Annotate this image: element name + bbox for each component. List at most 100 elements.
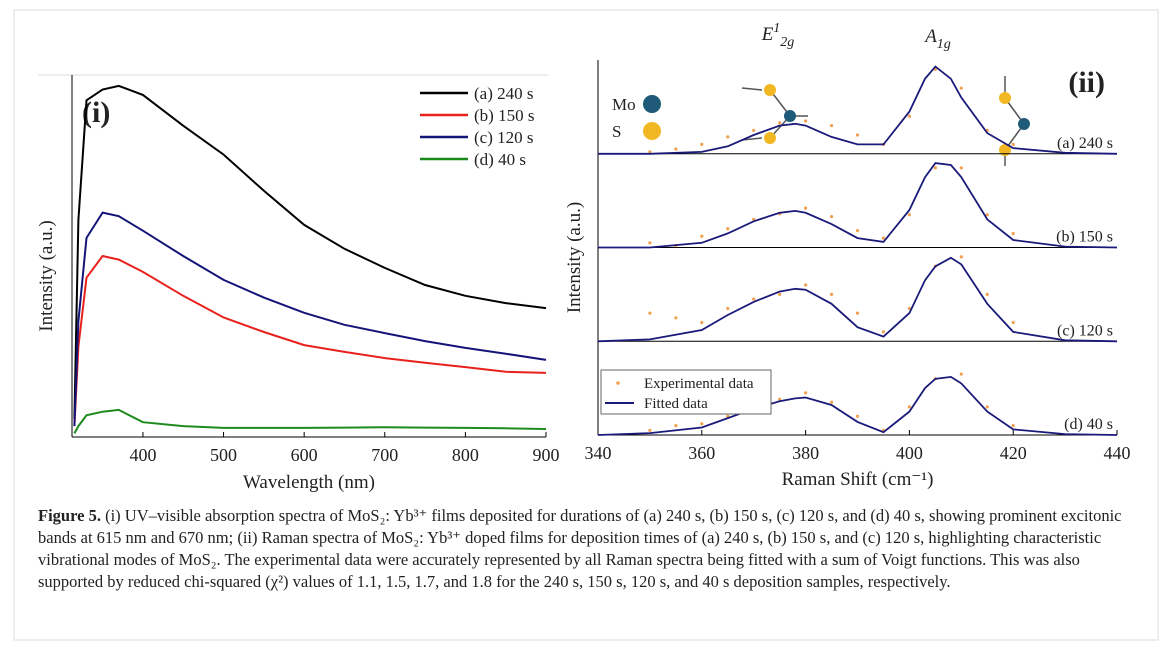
experimental-point xyxy=(855,133,860,137)
atom-swatch xyxy=(643,95,661,113)
experimental-point xyxy=(855,311,860,315)
peak-label: A1g xyxy=(923,26,951,52)
caption-text: (i) UV–visible absorption spectra of MoS… xyxy=(38,506,1122,591)
molecule-e2g xyxy=(741,84,808,144)
legend-label: (d) 40 s xyxy=(474,150,526,169)
experimental-point xyxy=(700,320,704,325)
atom-swatch xyxy=(643,122,661,140)
experimental-point xyxy=(778,292,782,296)
experimental-point xyxy=(1011,142,1015,146)
experimental-point xyxy=(959,372,963,376)
peak-label-base: A xyxy=(923,26,937,47)
spectrum-line xyxy=(73,211,547,427)
experimental-point xyxy=(985,292,989,296)
experimental-point xyxy=(855,229,860,233)
experimental-point xyxy=(752,297,756,301)
fitted-line xyxy=(597,375,1118,436)
experimental-point xyxy=(829,124,834,128)
peak-label-sub: 1g xyxy=(937,37,951,52)
x-tick-label: 400 xyxy=(129,445,156,465)
experimental-point xyxy=(726,135,730,139)
panel-sample-label: (b) 150 s xyxy=(1056,229,1113,246)
x-tick-label: 420 xyxy=(1000,443,1027,463)
experimental-point xyxy=(829,400,834,404)
legend-swatch xyxy=(616,381,620,385)
x-tick-label: 500 xyxy=(210,445,237,465)
experimental-point xyxy=(752,128,756,132)
experimental-point xyxy=(674,424,678,428)
experimental-point xyxy=(907,405,912,409)
experimental-point xyxy=(648,241,652,245)
caption-label: Figure 5. xyxy=(38,506,101,525)
x-tick-label: 440 xyxy=(1104,443,1131,463)
experimental-point xyxy=(778,121,782,125)
experimental-point xyxy=(778,397,782,401)
experimental-point xyxy=(933,166,937,170)
peak-label: E12g xyxy=(761,21,795,50)
experimental-point xyxy=(959,166,963,170)
legend-label: (a) 240 s xyxy=(474,84,533,103)
experimental-point xyxy=(959,255,963,259)
spectrum-line xyxy=(73,254,547,427)
experimental-point xyxy=(881,236,886,240)
experimental-point xyxy=(1011,320,1015,325)
atom-label: S xyxy=(612,122,621,141)
fitted-line xyxy=(598,162,1118,249)
experimental-point xyxy=(804,119,808,123)
panel-sample-label: (a) 240 s xyxy=(1057,135,1113,152)
experimental-point xyxy=(1011,424,1015,428)
legend-label: Experimental data xyxy=(644,376,754,392)
legend-label: (c) 120 s xyxy=(474,128,533,147)
x-tick-label: 700 xyxy=(371,445,398,465)
peak-label-sup: 1 xyxy=(773,21,780,36)
panel-sample-label: (c) 120 s xyxy=(1057,322,1113,339)
experimental-point xyxy=(674,147,678,151)
experimental-point xyxy=(648,311,652,315)
experimental-point xyxy=(674,316,678,320)
experimental-point xyxy=(648,150,652,154)
atom-label: Mo xyxy=(612,95,636,114)
experimental-point xyxy=(726,227,730,231)
fitted-line xyxy=(597,256,1118,343)
fitted-line xyxy=(598,65,1118,155)
experimental-point xyxy=(959,86,963,90)
experimental-point xyxy=(1011,231,1015,236)
molecule-a1g xyxy=(999,76,1030,166)
x-tick-label: 600 xyxy=(291,445,318,465)
experimental-point xyxy=(881,330,886,334)
x-tick-label: 340 xyxy=(585,443,612,463)
figure-border xyxy=(13,9,1159,641)
x-tick-label: 400 xyxy=(896,443,923,463)
experimental-point xyxy=(985,213,989,217)
legend-box xyxy=(600,369,772,415)
experimental-point xyxy=(907,306,912,311)
caption: Figure 5. (i) UV–visible absorption spec… xyxy=(38,505,1133,593)
legend-label: (b) 150 s xyxy=(474,106,534,125)
experimental-point xyxy=(804,391,808,395)
peak-label-sub: 2g xyxy=(780,35,794,50)
panel-label: (ii) xyxy=(1068,66,1105,99)
experimental-point xyxy=(804,206,808,210)
experimental-point xyxy=(829,214,834,219)
y-axis-label: Intensity (a.u.) xyxy=(36,220,57,331)
experimental-point xyxy=(855,414,860,418)
experimental-point xyxy=(700,142,704,146)
experimental-point xyxy=(700,422,704,426)
x-axis-label: Wavelength (nm) xyxy=(243,472,375,493)
y-axis-label: Intensity (a.u.) xyxy=(564,202,585,313)
panel-sample-label: (d) 40 s xyxy=(1064,416,1113,433)
x-tick-label: 800 xyxy=(452,445,479,465)
experimental-point xyxy=(648,428,652,432)
x-tick-label: 900 xyxy=(533,445,560,465)
x-tick-label: 380 xyxy=(792,443,819,463)
spectrum-line xyxy=(73,84,547,419)
experimental-point xyxy=(726,306,730,311)
x-tick-label: 360 xyxy=(688,443,715,463)
experimental-point xyxy=(985,405,989,409)
experimental-point xyxy=(700,234,704,238)
x-axis-label: Raman Shift (cm⁻¹) xyxy=(782,469,934,490)
experimental-point xyxy=(804,283,808,287)
peak-label-base: E xyxy=(761,24,774,45)
spectrum-line xyxy=(73,408,547,434)
